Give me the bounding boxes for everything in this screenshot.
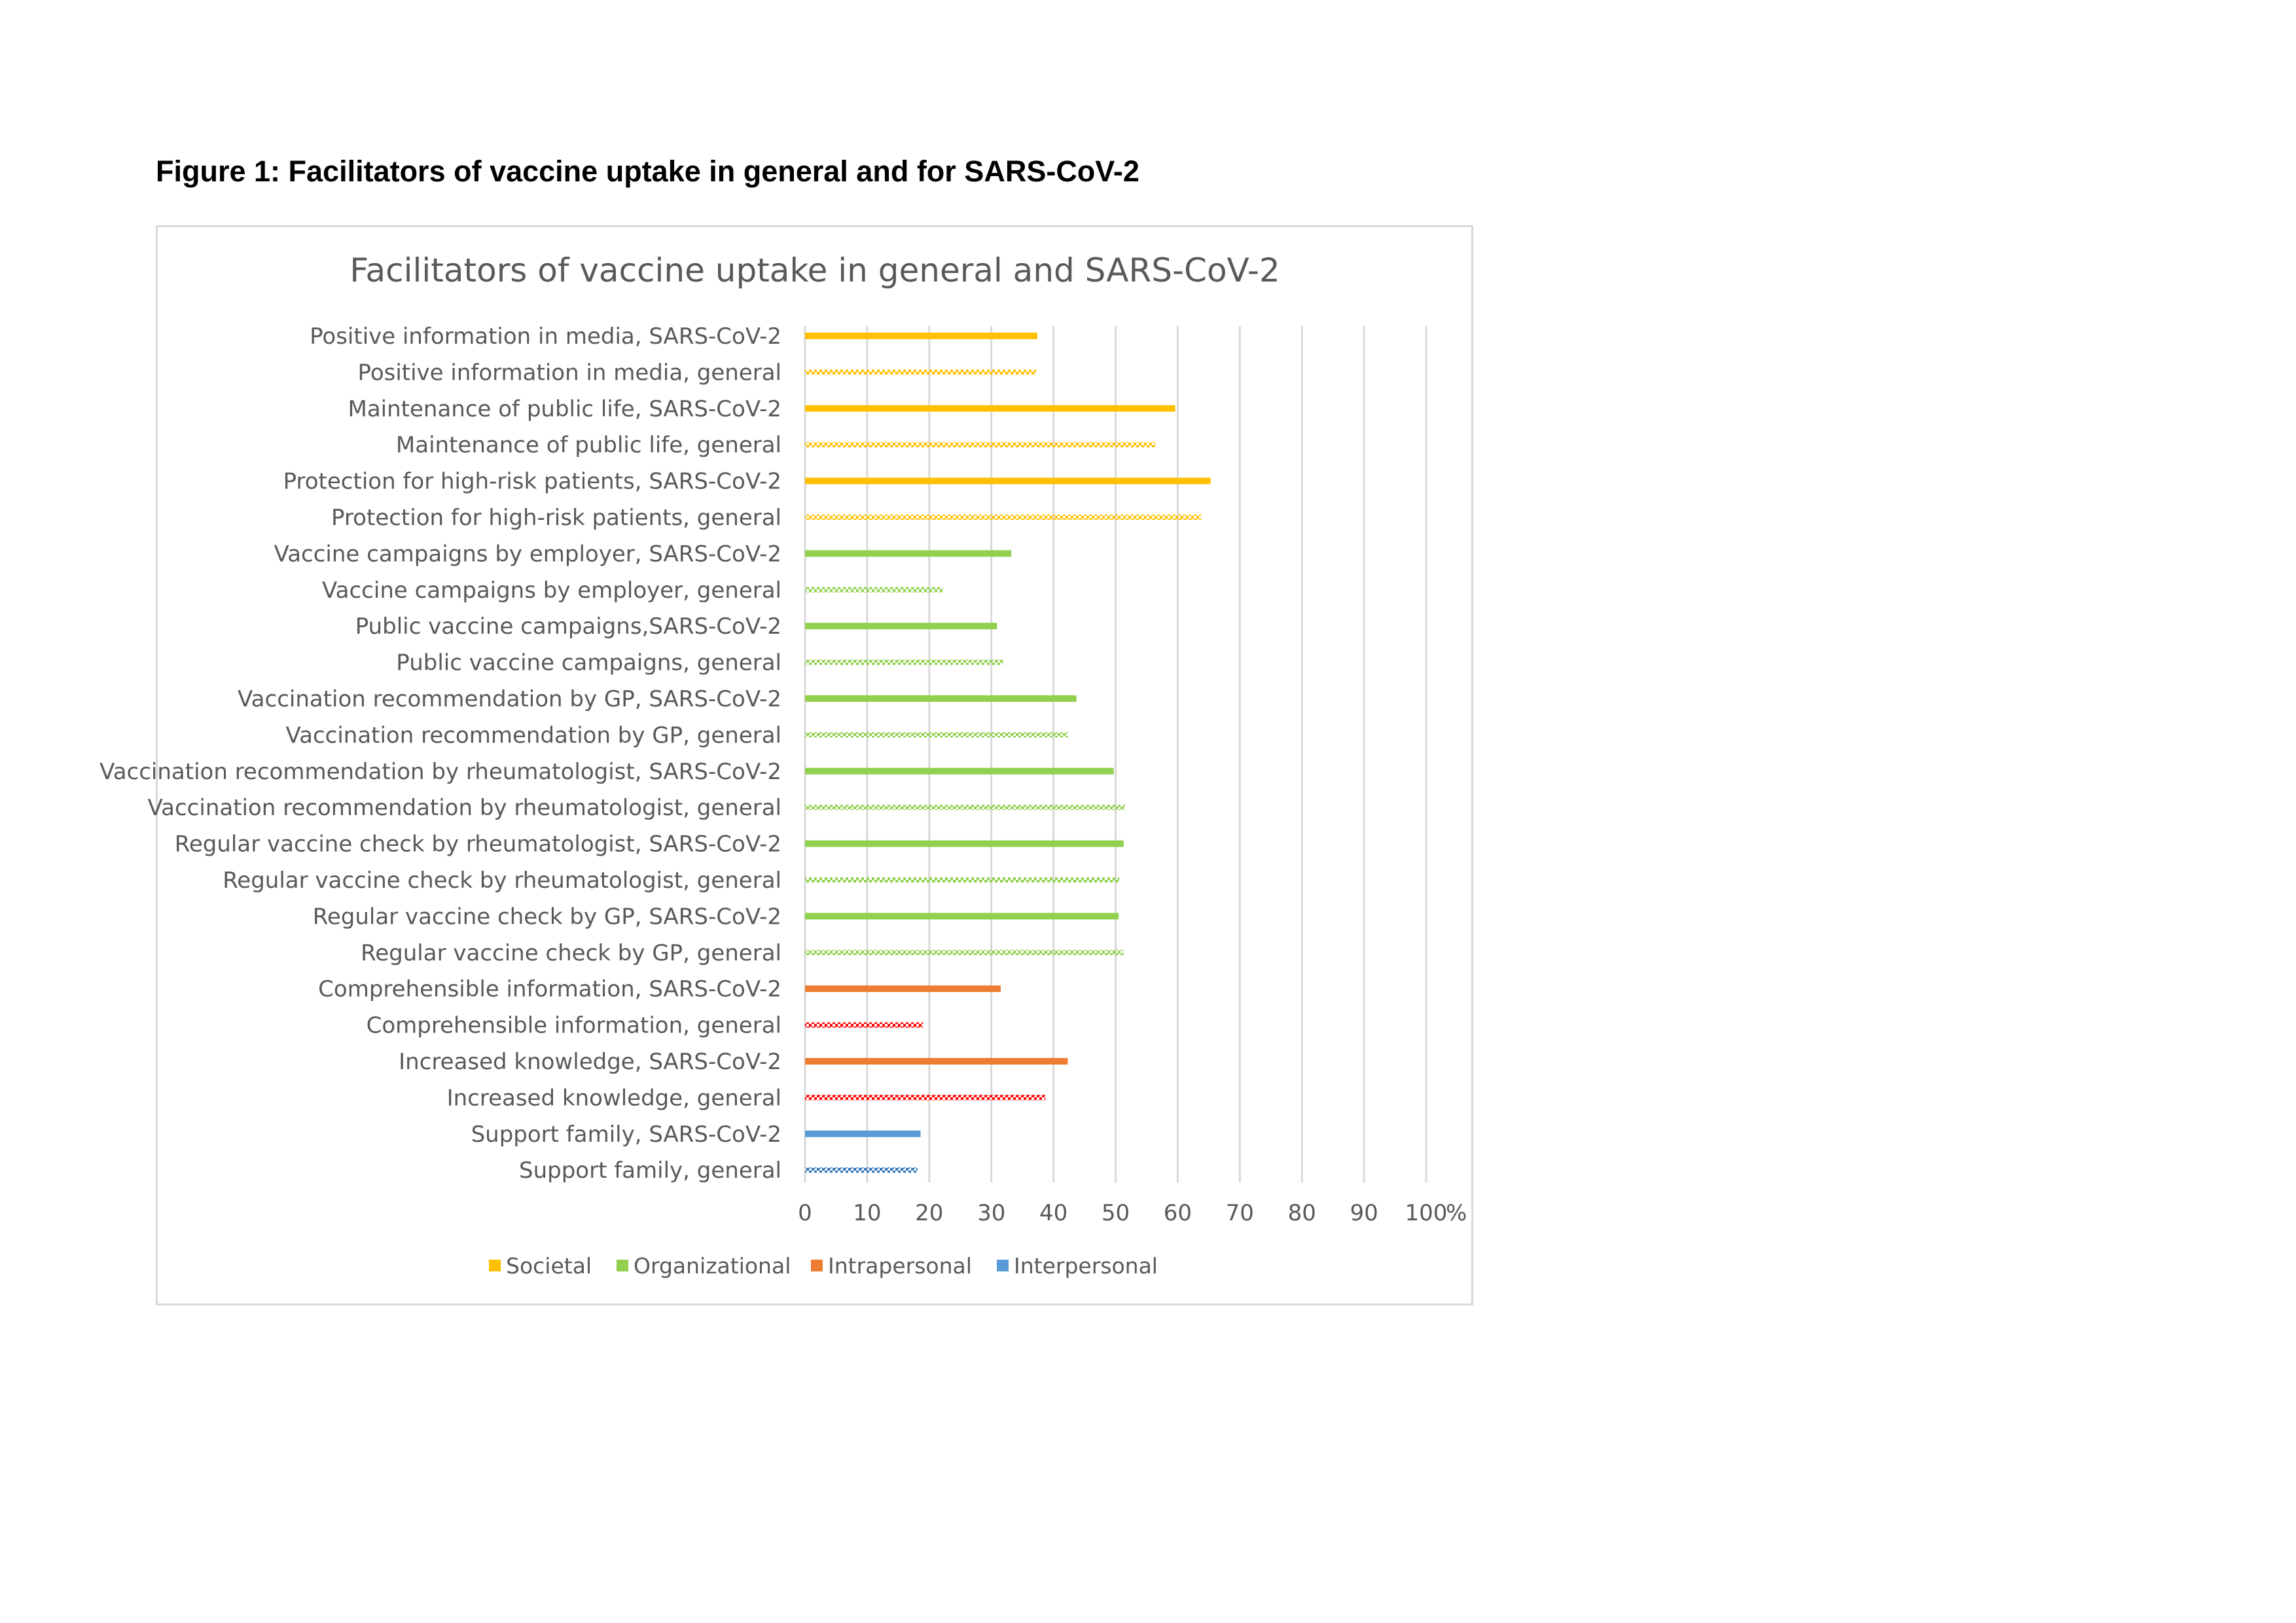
category-label: Increased knowledge, general [447,1085,781,1111]
category-label: Maintenance of public life, SARS-CoV-2 [348,396,781,422]
bar [805,515,1202,520]
x-tick-label: 0 [798,1200,812,1226]
x-tick-label: 40 [1039,1200,1067,1226]
bar [805,1167,918,1173]
bar [805,442,1156,448]
category-label: Maintenance of public life, general [396,432,781,458]
category-label: Vaccination recommendation by GP, SARS-C… [238,686,781,712]
gridlines [804,326,1427,1182]
x-tick-labels: 0 10 20 30 40 50 60 70 80 90 100% [798,1200,1467,1226]
bar [805,1022,924,1028]
bar [805,369,1037,375]
category-label: Public vaccine campaigns,SARS-CoV-2 [355,613,781,640]
category-label: Increased knowledge, SARS-CoV-2 [399,1049,781,1075]
category-label: Positive information in media, SARS-CoV-… [310,323,781,350]
x-unit-label: % [1446,1200,1467,1226]
category-labels: Positive information in media, SARS-CoV-… [99,323,781,1184]
bar [805,877,1120,883]
category-label: Vaccine campaigns by employer, general [322,577,781,604]
category-label: Regular vaccine check by GP, general [361,940,781,966]
legend-swatch [997,1260,1009,1271]
category-label: Regular vaccine check by rheumatologist,… [175,831,781,858]
bar [805,805,1125,811]
figure-caption: Figure 1: Facilitators of vaccine uptake… [156,155,1139,188]
legend-swatch [489,1260,501,1271]
bar [805,1130,921,1137]
bar [805,550,1012,557]
category-label: Comprehensible information, general [367,1013,781,1039]
x-tick-label: 10 [853,1200,881,1226]
bar [805,477,1211,484]
legend-label: Interpersonal [1014,1253,1158,1279]
bar [805,1095,1046,1101]
legend-label: Intrapersonal [828,1253,972,1279]
x-tick-label: 20 [915,1200,943,1226]
x-tick-label: 90 [1350,1200,1378,1226]
chart-title: Facilitators of vaccine uptake in genera… [350,251,1280,289]
legend-label: Organizational [634,1253,791,1279]
x-tick-label: 80 [1288,1200,1316,1226]
category-label: Positive information in media, general [358,359,781,386]
category-label: Regular vaccine check by rheumatologist,… [223,867,781,894]
bar [805,1058,1068,1065]
category-label: Vaccination recommendation by rheumatolo… [148,795,781,821]
x-tick-label: 50 [1102,1200,1130,1226]
x-tick-label: 30 [977,1200,1005,1226]
bar [805,333,1037,339]
category-label: Regular vaccine check by GP, SARS-CoV-2 [313,903,781,930]
bar [805,405,1175,412]
category-label: Vaccine campaigns by employer, SARS-CoV-… [274,541,781,567]
category-label: Protection for high-risk patients, SARS-… [283,469,781,495]
bar [805,949,1124,955]
bar [805,587,943,593]
category-label: Protection for high-risk patients, gener… [331,505,781,531]
x-tick-label: 70 [1226,1200,1254,1226]
legend-swatch [811,1260,823,1271]
legend-swatch [617,1260,628,1271]
legend: Societal Organizational Intrapersonal Inter… [489,1253,1158,1279]
bar [805,732,1068,738]
category-label: Vaccination recommendation by rheumatolo… [99,759,781,785]
chart-frame [156,225,1473,1305]
category-label: Public vaccine campaigns, general [396,650,781,676]
bar [805,659,1003,665]
bar [805,913,1119,920]
category-label: Vaccination recommendation by GP, genera… [285,722,781,748]
category-label: Support family, SARS-CoV-2 [471,1122,781,1148]
category-label: Support family, general [519,1158,781,1184]
bar [805,840,1124,847]
legend-label: Societal [506,1253,592,1279]
bar [805,623,997,630]
bars [805,333,1211,1173]
x-tick-label: 60 [1164,1200,1192,1226]
bar [805,695,1077,702]
bar [805,767,1114,775]
category-label: Comprehensible information, SARS-CoV-2 [318,976,781,1002]
x-tick-label: 100 [1405,1200,1448,1226]
bar [805,985,1001,993]
